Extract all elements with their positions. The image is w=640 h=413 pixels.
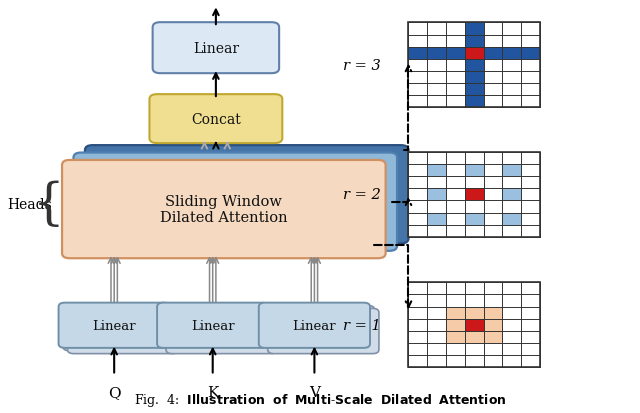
FancyBboxPatch shape <box>67 309 179 354</box>
Bar <box>521 47 540 59</box>
Bar <box>408 23 540 108</box>
FancyBboxPatch shape <box>268 309 379 354</box>
FancyBboxPatch shape <box>166 309 277 354</box>
Bar <box>428 213 446 225</box>
Bar <box>465 307 483 319</box>
Bar <box>428 165 446 177</box>
Bar <box>465 59 483 72</box>
Bar <box>483 307 502 319</box>
FancyBboxPatch shape <box>161 306 273 351</box>
Bar <box>408 152 540 237</box>
Text: r = 3: r = 3 <box>344 59 381 73</box>
Bar <box>502 189 521 201</box>
Text: Linear: Linear <box>191 319 234 332</box>
Bar <box>502 165 521 177</box>
Bar <box>483 319 502 331</box>
Bar <box>446 307 465 319</box>
Bar <box>465 213 483 225</box>
Text: Fig.  4:  $\bf{Illustration}$  $\bf{of}$  $\bf{Multi}$-$\bf{Scale}$  $\bf{Dilate: Fig. 4: $\bf{Illustration}$ $\bf{of}$ $\… <box>134 392 507 408</box>
Bar <box>465 189 483 201</box>
Bar <box>428 189 446 201</box>
Bar <box>446 331 465 343</box>
Bar <box>446 319 465 331</box>
Bar <box>465 319 483 331</box>
Bar <box>465 165 483 177</box>
Text: {: { <box>33 180 65 229</box>
FancyBboxPatch shape <box>63 306 174 351</box>
Bar <box>408 282 540 367</box>
FancyBboxPatch shape <box>62 161 386 259</box>
Bar <box>465 331 483 343</box>
Bar <box>408 282 540 367</box>
Text: Concat: Concat <box>191 112 241 126</box>
Bar <box>465 23 483 36</box>
Bar <box>502 47 521 59</box>
Text: Sliding Window
Dilated Attention: Sliding Window Dilated Attention <box>160 195 287 225</box>
Bar <box>408 23 540 108</box>
Text: Linear: Linear <box>193 42 239 55</box>
Bar <box>408 47 428 59</box>
Bar <box>502 213 521 225</box>
FancyBboxPatch shape <box>152 23 279 74</box>
FancyBboxPatch shape <box>150 95 282 144</box>
Bar <box>465 36 483 47</box>
Text: Heads: Heads <box>7 197 52 211</box>
Text: Linear: Linear <box>292 319 336 332</box>
Text: r = 2: r = 2 <box>344 188 381 202</box>
Bar <box>408 152 540 237</box>
Bar <box>483 331 502 343</box>
Bar <box>483 47 502 59</box>
Bar <box>446 47 465 59</box>
Bar <box>465 47 483 59</box>
FancyBboxPatch shape <box>263 306 374 351</box>
Text: V: V <box>309 385 320 399</box>
FancyBboxPatch shape <box>85 146 408 244</box>
Text: r = 1: r = 1 <box>344 318 381 332</box>
Bar <box>465 96 483 108</box>
Text: K: K <box>207 385 218 399</box>
Bar <box>465 84 483 96</box>
Bar <box>465 72 483 84</box>
Bar <box>428 47 446 59</box>
Text: Q: Q <box>108 385 120 399</box>
Text: Linear: Linear <box>92 319 136 332</box>
FancyBboxPatch shape <box>157 303 268 348</box>
FancyBboxPatch shape <box>259 303 370 348</box>
FancyBboxPatch shape <box>58 303 170 348</box>
FancyBboxPatch shape <box>74 153 397 251</box>
